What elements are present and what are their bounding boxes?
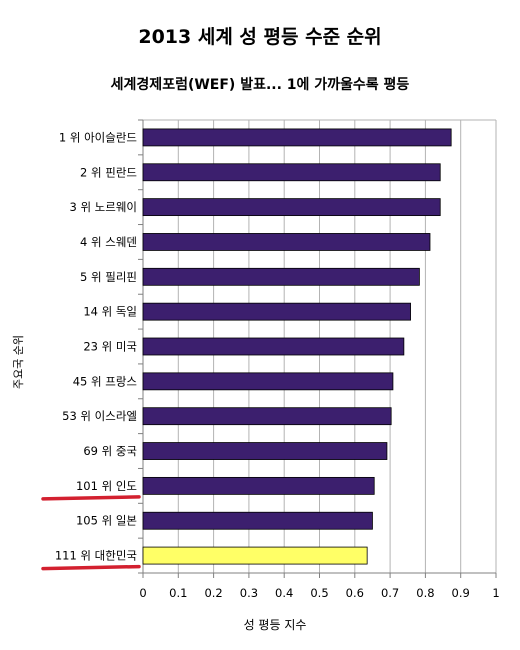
bar <box>142 407 392 426</box>
category-label: 45 위 프랑스 <box>73 374 137 388</box>
x-tick-label: 0.1 <box>169 586 187 600</box>
bar <box>142 128 452 147</box>
chart-title: 2013 세계 성 평등 수준 순위 <box>138 26 382 48</box>
bar <box>142 511 373 530</box>
category-label: 3 위 노르웨이 <box>69 200 137 214</box>
x-tick-label: 0.2 <box>204 586 222 600</box>
bar <box>142 372 394 391</box>
x-tick-label: 0.9 <box>452 586 470 600</box>
x-tick-label: 0.6 <box>346 586 364 600</box>
bar <box>142 337 405 356</box>
category-label: 2 위 핀란드 <box>80 165 137 179</box>
category-label: 14 위 독일 <box>83 305 137 319</box>
x-tick-label: 0 <box>139 586 146 600</box>
x-tick-label: 0.4 <box>275 586 293 600</box>
x-tick-label: 1 <box>492 586 499 600</box>
bar <box>142 476 375 495</box>
category-label: 69 위 중국 <box>83 444 137 458</box>
category-label: 4 위 스웨덴 <box>80 235 137 249</box>
bar <box>142 163 441 182</box>
category-label: 1 위 아이슬란드 <box>59 130 137 144</box>
category-label: 23 위 미국 <box>83 340 137 354</box>
bar <box>142 267 420 286</box>
bar <box>142 198 441 217</box>
bar <box>142 233 431 251</box>
red-underline <box>41 564 141 571</box>
category-label: 105 위 일본 <box>76 514 137 528</box>
chart-subtitle: 세계경제포럼(WEF) 발표... 1에 가까울수록 평등 <box>110 77 410 93</box>
category-label: 53 위 이스라엘 <box>62 409 137 423</box>
bar <box>142 442 388 460</box>
x-tick-label: 0.3 <box>240 586 258 600</box>
category-label: 111 위 대한민국 <box>55 549 137 563</box>
x-tick-label: 0.5 <box>310 586 328 600</box>
category-label: 101 위 인도 <box>76 479 137 493</box>
red-underline <box>41 495 141 501</box>
x-tick-label: 0.7 <box>381 586 399 600</box>
highlighted-bar <box>142 546 368 565</box>
x-tick-label: 0.8 <box>416 586 434 600</box>
x-axis-label: 성 평등 지수 <box>243 618 307 632</box>
category-label: 5 위 필리핀 <box>80 270 137 284</box>
bar <box>142 302 411 321</box>
